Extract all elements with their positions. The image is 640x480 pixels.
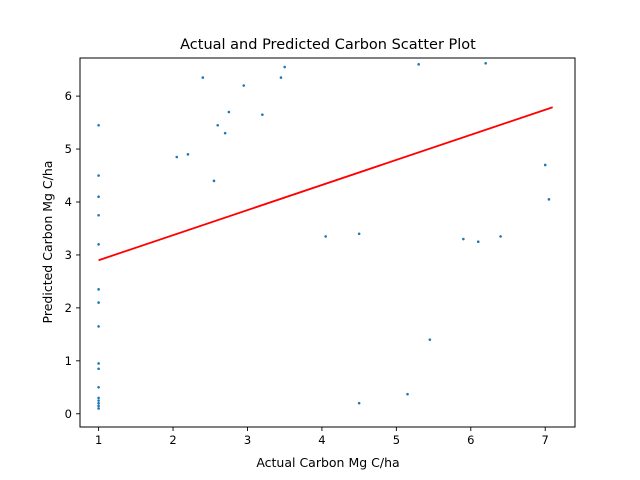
data-point bbox=[406, 392, 409, 396]
data-point bbox=[97, 288, 100, 291]
data-point bbox=[97, 385, 100, 389]
x-tick-label: 7 bbox=[542, 433, 549, 447]
plot-frame bbox=[79, 57, 576, 428]
data-point bbox=[97, 174, 100, 177]
x-tick-label: 3 bbox=[244, 433, 251, 447]
data-point bbox=[175, 155, 179, 159]
data-point bbox=[357, 232, 361, 236]
x-tick-label: 1 bbox=[95, 433, 102, 447]
data-point bbox=[97, 301, 100, 304]
data-point bbox=[547, 198, 551, 201]
data-point bbox=[201, 76, 205, 79]
y-tick-label: 4 bbox=[65, 195, 72, 209]
data-point bbox=[186, 153, 190, 156]
chart-title: Actual and Predicted Carbon Scatter Plot bbox=[180, 37, 476, 53]
data-point bbox=[97, 367, 100, 371]
data-point bbox=[417, 63, 420, 66]
y-tick-label: 3 bbox=[65, 248, 72, 262]
data-point bbox=[227, 110, 231, 114]
data-point bbox=[97, 404, 100, 408]
y-tick-label: 0 bbox=[65, 407, 72, 421]
data-point bbox=[212, 179, 216, 183]
data-point bbox=[97, 213, 100, 217]
data-point bbox=[97, 325, 100, 328]
x-tick-label: 2 bbox=[169, 433, 176, 447]
data-point bbox=[261, 113, 264, 116]
data-point bbox=[324, 235, 327, 238]
data-point bbox=[97, 396, 100, 400]
y-tick-label: 6 bbox=[65, 89, 72, 103]
data-point bbox=[97, 243, 100, 246]
regression-line bbox=[98, 106, 553, 262]
x-tick-label: 5 bbox=[393, 433, 400, 447]
data-point bbox=[484, 61, 487, 65]
data-point bbox=[357, 401, 361, 405]
y-tick-label: 1 bbox=[65, 354, 72, 368]
y-tick-label: 2 bbox=[65, 301, 72, 315]
data-point bbox=[462, 237, 465, 241]
data-point bbox=[543, 163, 547, 167]
data-point bbox=[428, 338, 432, 341]
regression-line-group bbox=[98, 106, 553, 262]
data-point bbox=[223, 131, 227, 135]
y-tick-label: 5 bbox=[65, 142, 72, 156]
scatter-points bbox=[97, 61, 551, 410]
data-point bbox=[97, 362, 100, 365]
data-point bbox=[476, 240, 480, 244]
x-tick-label: 6 bbox=[467, 433, 474, 447]
x-tick-label: 4 bbox=[318, 433, 325, 447]
y-axis-ticks: 0 1 2 3 4 5 6 bbox=[65, 89, 80, 421]
data-point bbox=[283, 65, 287, 69]
data-point bbox=[97, 123, 100, 127]
data-point bbox=[216, 123, 220, 127]
data-point bbox=[97, 401, 100, 405]
data-point bbox=[279, 76, 283, 79]
data-point bbox=[97, 407, 100, 410]
y-axis-label: Predicted Carbon Mg C/ha bbox=[40, 161, 55, 324]
data-point bbox=[97, 195, 100, 199]
data-point bbox=[499, 235, 502, 238]
data-point bbox=[242, 84, 246, 87]
x-axis-label: Actual Carbon Mg C/ha bbox=[256, 455, 399, 470]
x-axis-ticks: 1 2 3 4 5 6 7 bbox=[95, 427, 549, 447]
data-point bbox=[97, 399, 100, 402]
